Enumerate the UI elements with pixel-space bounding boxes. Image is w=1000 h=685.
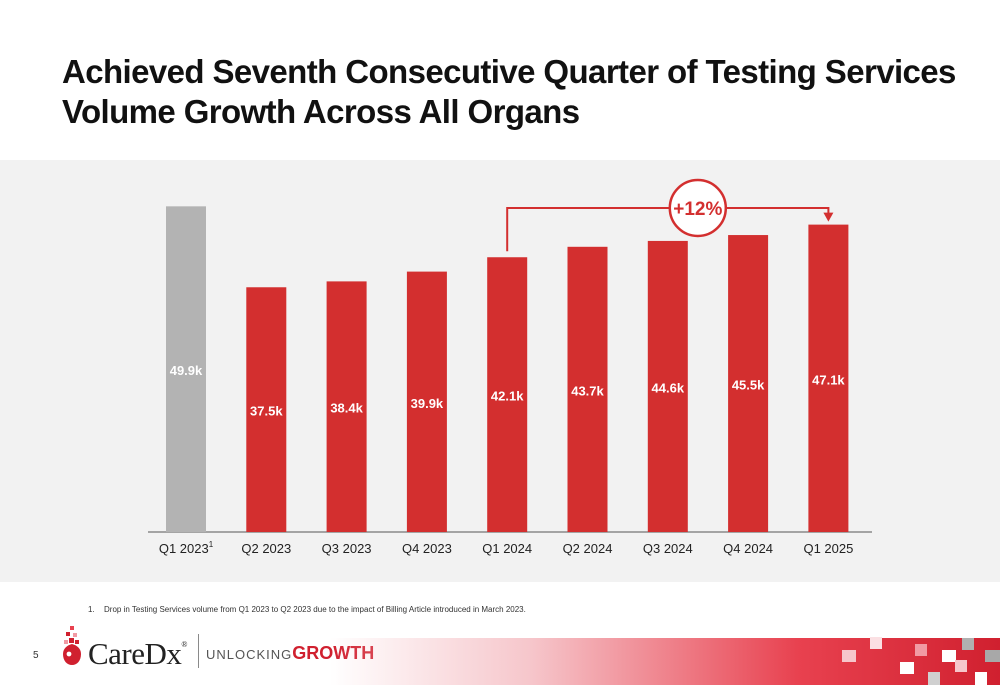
bar [166, 206, 206, 532]
growth-arrow-head [823, 212, 834, 222]
bar-value-label: 39.9k [411, 396, 444, 411]
logo-divider [198, 634, 199, 668]
bar [567, 246, 608, 533]
company-logo: CareDx® UNLOCKINGGROWTH [60, 626, 374, 676]
slide-title: Achieved Seventh Consecutive Quarter of … [62, 53, 956, 130]
bar-value-label: 43.7k [571, 383, 604, 398]
x-tick-label: Q3 2024 [643, 541, 693, 556]
footer-gradient-band [330, 638, 1000, 685]
bar-value-label: 49.9k [170, 363, 203, 378]
bar-value-label: 42.1k [491, 389, 524, 404]
footnote-number: 1. [88, 605, 95, 614]
caredx-logo-icon [63, 626, 81, 665]
bar-value-label: 45.5k [732, 378, 765, 393]
bar [647, 240, 688, 532]
footnote: 1. Drop in Testing Services volume from Q… [88, 605, 526, 614]
x-tick-label: Q1 2025 [803, 541, 853, 556]
x-tick-label: Q2 2024 [563, 541, 613, 556]
brand-name: CareDx® [88, 636, 187, 671]
x-tick-label: Q1 20231 [159, 540, 214, 556]
bar-value-label: 37.5k [250, 404, 283, 419]
bar [246, 287, 287, 532]
growth-callout-circle [668, 178, 728, 238]
bar [406, 271, 447, 532]
growth-bracket-line [506, 207, 830, 252]
bar [326, 281, 367, 532]
page-number: 5 [33, 650, 39, 661]
footnote-text: Drop in Testing Services volume from Q1 … [104, 605, 526, 614]
growth-callout-label: +12% [673, 199, 722, 220]
x-tick-label: Q4 2023 [402, 541, 452, 556]
x-tick-label: Q2 2023 [241, 541, 291, 556]
bar-chart: 49.9k Q1 20231 37.5k Q2 2023 38.4k Q3 2023 39.… [148, 178, 872, 556]
x-tick-label: Q4 2024 [723, 541, 773, 556]
bar [487, 257, 528, 532]
bar-value-label: 44.6k [652, 380, 685, 395]
bar [808, 224, 849, 532]
bar-value-label: 38.4k [330, 401, 363, 416]
bar-value-label: 47.1k [812, 372, 845, 387]
x-tick-label: Q3 2023 [322, 541, 372, 556]
chart-panel: 49.9k Q1 20231 37.5k Q2 2023 38.4k Q3 2023 39.… [0, 160, 1000, 582]
x-tick-label: Q1 2024 [482, 541, 532, 556]
bar [728, 235, 769, 532]
